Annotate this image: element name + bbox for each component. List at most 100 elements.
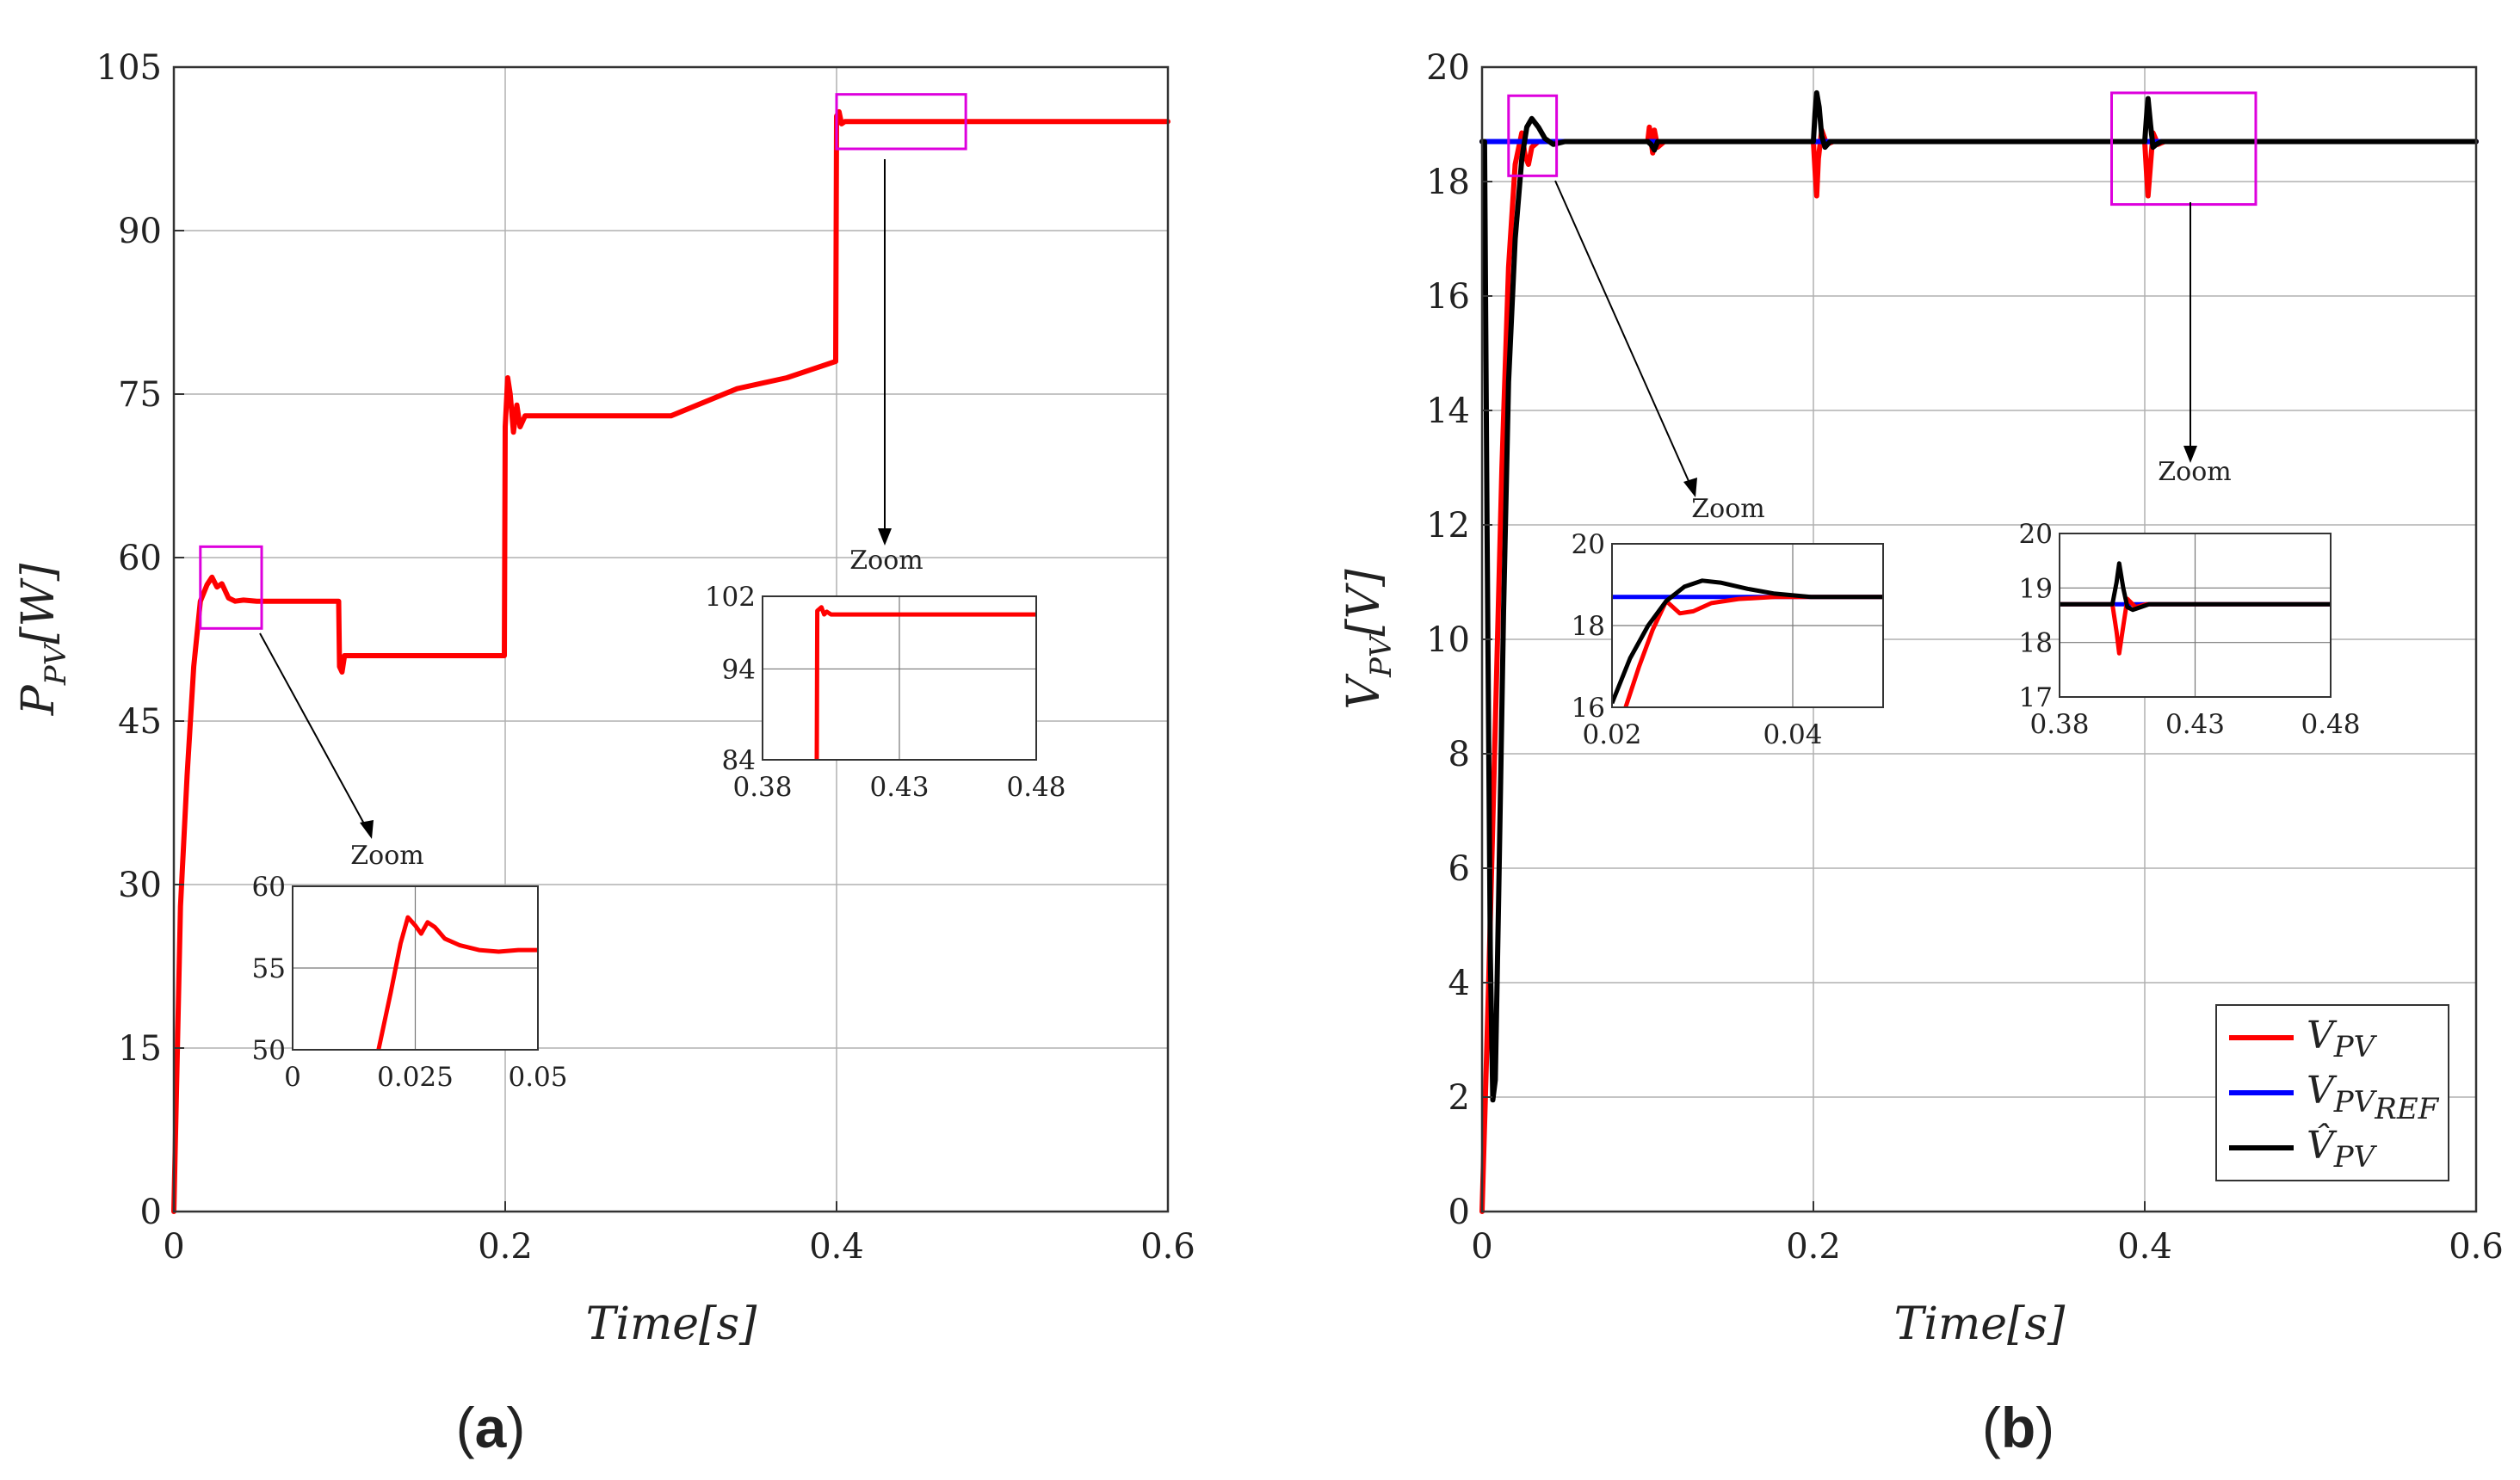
y-axis-label-a-sub: PV	[39, 641, 73, 686]
x-tick-label: 0.6	[1140, 1227, 1195, 1267]
series-line-p-pv	[171, 108, 1170, 1214]
inset-frame	[292, 885, 539, 1051]
y-axis-label-a: PPV[W]	[13, 563, 73, 716]
inset-x-tick-label: 0.02	[1582, 719, 1641, 750]
x-axis-label-a: Time[s]	[586, 1298, 757, 1350]
panel-letter-a: a	[475, 1396, 508, 1459]
panel-label-b: (b)	[1982, 1396, 2054, 1459]
inset-y-tick-label: 20	[1572, 529, 1605, 560]
panel-a: 0 0.2 0.4 0.6 0 15 30 45 60 75 90 105 Zoom Zoom 0 0.…	[13, 48, 1195, 1459]
inset-y-tick-label: 20	[2019, 519, 2053, 550]
inset-frame	[1611, 543, 1884, 708]
y-tick-label: 10	[1426, 620, 1470, 660]
y-tick-label: 30	[118, 866, 162, 905]
legend-vpv-main: V	[2307, 1014, 2338, 1058]
inset-frame	[2059, 533, 2332, 698]
x-tick-label: 0.6	[2449, 1227, 2504, 1267]
y-tick-label: 60	[118, 539, 162, 578]
legend-label-vpv: VPV	[2307, 1014, 2378, 1064]
y-tick-label: 2	[1448, 1078, 1470, 1118]
inset-b1: 0.02 0.04 16 18 20	[1572, 529, 1884, 750]
y-axis-label-b-unit: [V]	[1338, 569, 1390, 637]
panel-b: 0 0.2 0.4 0.6 0 2 4 6 8 10 12 14 16 18 20 Zoom Zoom 0.…	[1338, 48, 2504, 1459]
y-tick-label: 6	[1448, 849, 1470, 889]
zoom-arrow-b1	[1554, 180, 1693, 490]
inset-x-tick-label: 0.025	[377, 1062, 454, 1093]
zoom-arrowhead-a2	[878, 528, 892, 546]
inset-series-line-red	[814, 605, 1036, 760]
y-tick-label: 0	[140, 1193, 162, 1232]
svg-text:PPV[W]: PPV[W]	[13, 563, 73, 716]
legend-label-vpvref: VPVREF	[2307, 1069, 2440, 1126]
zoom-annotation-b2: Zoom	[2158, 202, 2232, 487]
inset-frame	[762, 595, 1037, 761]
inset-y-tick-label: 16	[1572, 693, 1605, 724]
zoom-label-a1: Zoom	[350, 841, 423, 871]
inset-x-tick-label: 0.48	[1006, 772, 1065, 803]
ticks-a: 0 0.2 0.4 0.6 0 15 30 45 60 75 90 105	[96, 48, 1195, 1267]
zoom-annotation-a2: Zoom	[849, 159, 923, 576]
inset-a1: 0 0.025 0.05 50 55 60	[252, 872, 568, 1093]
zoom-highlight-box	[835, 93, 967, 151]
y-tick-label: 16	[1426, 277, 1470, 317]
inset-series-line-red	[376, 915, 538, 1050]
inset-x-tick-label: 0.48	[2301, 709, 2360, 740]
legend-label-vpvhat: V̂PV	[2307, 1122, 2378, 1175]
y-tick-label: 8	[1448, 735, 1470, 774]
zoom-annotation-a1: Zoom	[259, 632, 424, 871]
y-tick-label: 45	[118, 702, 162, 742]
panel-letter-b: b	[2001, 1396, 2035, 1459]
zoom-label-b1: Zoom	[1691, 494, 1764, 524]
legend-vpvref-subsub: REF	[2374, 1092, 2439, 1126]
ticks-b: 0 0.2 0.4 0.6 0 2 4 6 8 10 12 14 16 18 20	[1426, 48, 2504, 1267]
zoom-arrowhead-b2	[2183, 446, 2197, 463]
inset-y-tick-label: 17	[2019, 682, 2053, 713]
y-tick-label: 4	[1448, 964, 1470, 1003]
svg-text:VPV[V]: VPV[V]	[1338, 569, 1399, 710]
x-tick-label: 0.4	[2117, 1227, 2172, 1267]
series-line-v-pv-hat	[1479, 89, 2479, 1103]
highlights-b	[1507, 91, 2258, 207]
panel-label-a: (a)	[456, 1396, 526, 1459]
zoom-label-a2: Zoom	[849, 546, 923, 576]
highlights-a	[199, 93, 967, 630]
inset-y-tick-label: 60	[252, 872, 286, 903]
y-axis-label-b-main: V	[1338, 674, 1390, 710]
x-axis-label-b: Time[s]	[1894, 1298, 2066, 1350]
y-axis-label-a-main: P	[13, 684, 65, 716]
inset-y-tick-label: 50	[252, 1035, 286, 1066]
axes-frame-a	[172, 65, 1170, 1213]
series-b	[1479, 89, 2479, 1214]
legend-vpv-sub: PV	[2333, 1030, 2378, 1064]
series-line-v-pv	[1479, 124, 2479, 1214]
legend-vpvhat-main: V̂	[2307, 1122, 2338, 1168]
y-tick-label: 75	[118, 375, 162, 415]
zoom-highlight-box	[1507, 94, 1559, 177]
inset-a2: 0.38 0.43 0.48 84 94 102	[705, 582, 1066, 803]
y-tick-label: 14	[1426, 392, 1470, 431]
inset-y-tick-label: 84	[722, 745, 756, 776]
zoom-arrow-a1	[259, 632, 371, 836]
y-tick-label: 20	[1426, 48, 1470, 88]
legend-vpvhat-sub: PV	[2333, 1140, 2378, 1175]
inset-y-tick-label: 19	[2019, 573, 2053, 604]
y-axis-label-b-sub: PV	[1364, 633, 1399, 678]
inset-x-tick-label: 0.43	[869, 772, 929, 803]
inset-x-tick-label: 0.05	[508, 1062, 567, 1093]
inset-series-line-black	[1612, 578, 1883, 705]
inset-x-tick-label: 0.38	[732, 772, 792, 803]
x-tick-label: 0.2	[478, 1227, 533, 1267]
inset-series-line-black	[2060, 561, 2331, 613]
inset-y-tick-label: 18	[2019, 628, 2053, 659]
inset-y-tick-label: 18	[1572, 611, 1605, 642]
x-tick-label: 0	[1471, 1227, 1492, 1267]
series-a	[171, 108, 1170, 1214]
legend: VPV VPVREF V̂PV	[2215, 1004, 2449, 1181]
inset-x-tick-label: 0.43	[2165, 709, 2225, 740]
zoom-label-b2: Zoom	[2158, 457, 2231, 487]
inset-y-tick-label: 94	[722, 654, 756, 685]
inset-x-tick-label: 0	[284, 1062, 301, 1093]
y-tick-label: 12	[1426, 506, 1470, 546]
y-tick-label: 90	[118, 212, 162, 251]
